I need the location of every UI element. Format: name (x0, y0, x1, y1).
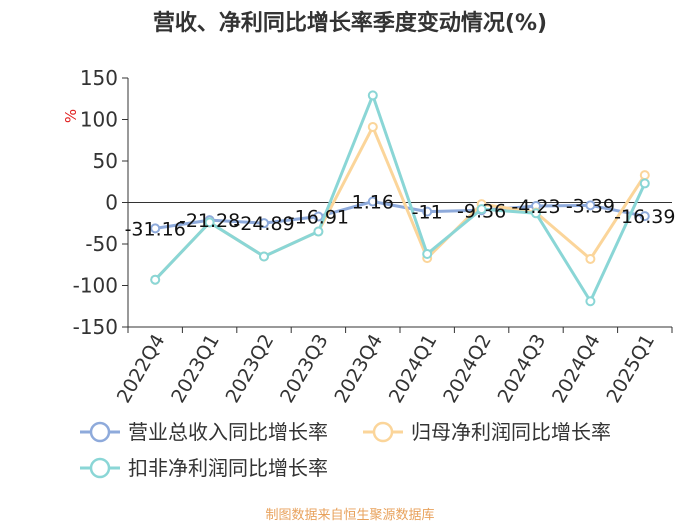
legend-item-1[interactable]: 归母净利润同比增长率 (363, 420, 611, 444)
series-line-0 (154, 200, 646, 230)
data-point (639, 211, 650, 222)
y-tick-label: 0 (105, 191, 118, 215)
x-tick-label: 2023Q1 (167, 331, 224, 407)
data-point (639, 170, 650, 181)
data-point (422, 248, 433, 259)
data-point (259, 218, 269, 229)
data-point (204, 217, 215, 228)
y-tick-label: 150 (80, 66, 118, 90)
y-tick-label: 100 (80, 108, 118, 132)
data-point (585, 200, 596, 211)
x-tick-label: 2024Q2 (439, 330, 496, 406)
data-point (150, 274, 161, 285)
data-label: -9.36 (457, 200, 506, 222)
data-label: -3.39 (566, 195, 615, 217)
y-axis-unit: % (62, 109, 80, 123)
data-label: -16.39 (614, 206, 675, 228)
data-point (313, 211, 324, 222)
data-point (639, 178, 650, 189)
data-point (531, 208, 541, 219)
data-label: -24.89 (233, 213, 294, 235)
series-line-2 (154, 93, 647, 303)
data-labels: -31.16-21.28-24.89-16.911.16 -11 -9.36 -4.2… (125, 192, 676, 241)
x-tick-label: 2024Q1 (385, 331, 442, 407)
y-tick-label: -150 (73, 315, 118, 339)
data-point (422, 206, 433, 217)
legend-swatch-marker (89, 421, 111, 443)
data-label: -16.91 (288, 207, 349, 229)
legend-swatch-marker (372, 421, 394, 443)
footer-source: 制图数据来自恒生聚源数据库 (265, 507, 434, 523)
y-tick-label: -50 (85, 232, 118, 256)
legend-label: 扣非净利润同比增长率 (128, 456, 328, 480)
data-point (259, 251, 269, 262)
legend-item-0[interactable]: 营业总收入同比增长率 (80, 420, 328, 444)
x-tick-label: 2023Q2 (222, 331, 279, 407)
chart-title: 营收、净利同比增长率季度变动情况(%) (153, 10, 547, 36)
x-tick-label: 2022Q4 (113, 331, 170, 407)
data-point (367, 90, 378, 101)
data-point (367, 196, 378, 207)
data-point (585, 253, 596, 264)
data-label: -11 (412, 202, 443, 224)
data-point (313, 226, 324, 237)
x-tick-label: 2025Q1 (602, 331, 659, 407)
data-point (585, 296, 596, 307)
data-point (150, 223, 161, 234)
y-tick-label: -100 (73, 274, 118, 298)
data-point (367, 121, 378, 132)
y-tick-label: 50 (93, 149, 118, 173)
x-tick-label: 2024Q3 (494, 331, 551, 407)
x-tick-label: 2023Q3 (276, 331, 333, 407)
data-label: 1.16 (352, 192, 394, 214)
data-label: -21.28 (179, 210, 240, 232)
data-point (476, 204, 487, 215)
legend-label: 归母净利润同比增长率 (411, 420, 611, 444)
legend-swatch-marker (89, 457, 111, 479)
data-label: -31.16 (125, 218, 186, 240)
series-layer (150, 90, 650, 307)
data-label: -4.23 (511, 196, 560, 218)
legend-label: 营业总收入同比增长率 (128, 420, 328, 444)
x-tick-label: 2024Q4 (548, 331, 605, 407)
x-tick-label: 2023Q4 (330, 331, 387, 407)
legend-item-2[interactable]: 扣非净利润同比增长率 (80, 456, 328, 480)
